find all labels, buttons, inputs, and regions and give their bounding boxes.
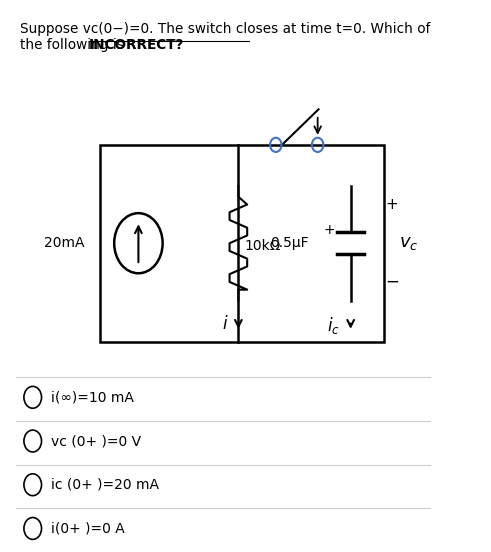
Bar (100, 145, 383, 342)
Text: i(0+ )=0 A: i(0+ )=0 A (51, 522, 125, 535)
Text: 10kΩ: 10kΩ (244, 239, 280, 253)
Text: +: + (386, 198, 398, 213)
Text: the following is: the following is (21, 38, 129, 52)
Text: −: − (385, 273, 399, 290)
Text: $i$: $i$ (222, 315, 228, 332)
Text: vc (0+ )=0 V: vc (0+ )=0 V (51, 434, 141, 448)
Text: 0.5μF: 0.5μF (270, 236, 309, 250)
Text: +: + (324, 222, 335, 237)
Text: Suppose vc(0−)=0. The switch closes at time t=0. Which of: Suppose vc(0−)=0. The switch closes at t… (21, 22, 431, 36)
Text: ic (0+ )=20 mA: ic (0+ )=20 mA (51, 477, 159, 492)
Text: INCORRECT?: INCORRECT? (89, 38, 184, 52)
Text: i(∞)=10 mA: i(∞)=10 mA (51, 390, 134, 404)
Text: $v_c$: $v_c$ (399, 234, 418, 252)
Text: $i_c$: $i_c$ (327, 315, 340, 336)
Text: 20mA: 20mA (44, 236, 84, 250)
